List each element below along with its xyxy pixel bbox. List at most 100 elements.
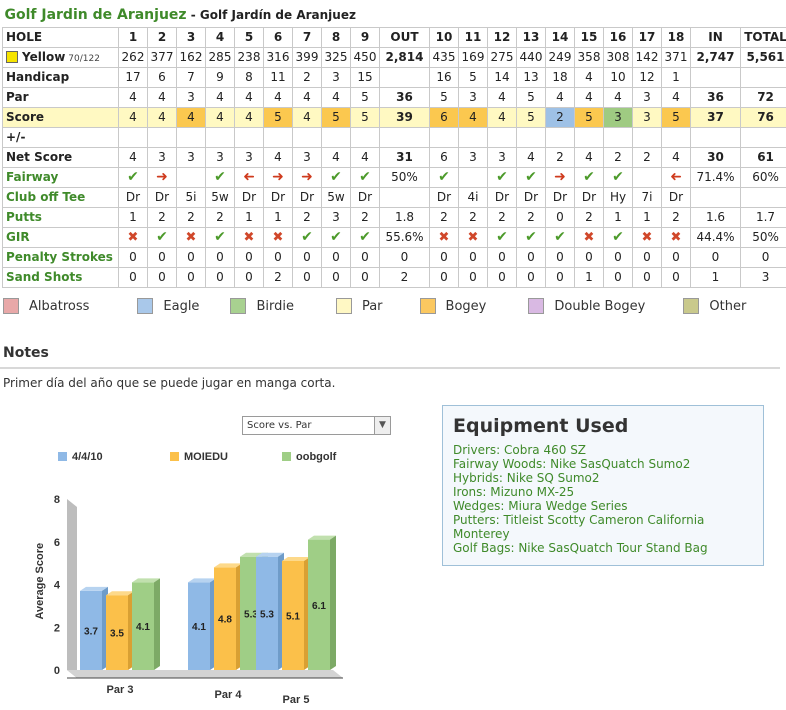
- cell: 0: [574, 246, 604, 268]
- cross-icon: ✖: [263, 226, 293, 248]
- cell: [574, 126, 604, 148]
- cell: [321, 126, 351, 148]
- miss-right-icon: ➜: [156, 169, 168, 185]
- check-icon: ✔: [205, 226, 235, 248]
- cell: 0: [429, 266, 459, 288]
- chevron-down-icon[interactable]: ▼: [374, 417, 390, 434]
- legend-label: Albatross: [29, 298, 90, 314]
- cell: 0: [545, 206, 575, 228]
- hole-number: 8: [321, 26, 351, 48]
- cell: [603, 126, 633, 148]
- cell: [118, 126, 148, 148]
- cell: 3: [205, 146, 235, 168]
- penalty-strokes-row: Penalty Strokes 0 0 0 0 0 0 0 0 0 0 0 0 0 0 0 0 0 0 0 0 0: [2, 246, 786, 268]
- arrow-right-icon: ➜: [263, 166, 293, 188]
- cell: 4: [292, 106, 322, 128]
- equipment-panel: Equipment Used Drivers: Cobra 460 SZ Fair…: [442, 405, 764, 566]
- cell: 238: [234, 46, 264, 68]
- cell: 5: [516, 86, 546, 108]
- cell: 275: [487, 46, 517, 68]
- arrow-left-icon: ➜: [661, 166, 691, 188]
- cross-mark-icon: ✖: [127, 229, 139, 245]
- cross-icon: ✖: [632, 226, 662, 248]
- chart-bar-top: [214, 563, 242, 568]
- cell: 12: [632, 66, 662, 88]
- miss-right-icon: ➜: [301, 169, 313, 185]
- check-mark-icon: ✔: [359, 169, 371, 185]
- hole-number: 2: [147, 26, 177, 48]
- chart-bar: [80, 590, 102, 670]
- cell: 4: [574, 66, 604, 88]
- hole-number: 9: [350, 26, 380, 48]
- cell: 5: [321, 106, 351, 128]
- cell: 308: [603, 46, 633, 68]
- check-icon: ✔: [487, 226, 517, 248]
- cell: 0: [147, 266, 177, 288]
- cell: [690, 126, 741, 148]
- chart-legend-label: oobgolf: [296, 451, 337, 463]
- cross-icon: ✖: [234, 226, 264, 248]
- cell: 3: [632, 86, 662, 108]
- score-label: Score: [2, 106, 119, 128]
- legend-item: Par: [335, 298, 383, 314]
- club-off-tee-label: Club off Tee: [2, 186, 119, 208]
- hole-number: TOTAL: [739, 26, 786, 48]
- cell: 0: [603, 246, 633, 268]
- cell: 0: [321, 246, 351, 268]
- cell: 1: [234, 206, 264, 228]
- cell: 285: [205, 46, 235, 68]
- cell: 0: [205, 246, 235, 268]
- check-icon: ✔: [118, 166, 148, 188]
- cell: 4: [234, 106, 264, 128]
- cell: 6: [429, 146, 459, 168]
- arrow-left-icon: ➜: [234, 166, 264, 188]
- y-tick-label: 0: [54, 665, 60, 677]
- net-score-label: Net Score: [2, 146, 119, 168]
- cross-mark-icon: ✖: [243, 229, 255, 245]
- check-mark-icon: ✔: [554, 229, 566, 245]
- cross-mark-icon: ✖: [583, 229, 595, 245]
- legend-item: Double Bogey: [528, 298, 645, 314]
- chart-side-wall: [67, 499, 77, 678]
- par-row: Par 4 4 3 4 4 4 4 4 5 36 5 3 4 5 4 4 4 3 4 36 72: [2, 86, 786, 108]
- miss-right-icon: ➜: [272, 169, 284, 185]
- scorecard-title-row: Golf Jardin de Aranjuez - Golf Jardín de…: [2, 4, 786, 28]
- hole-number: 17: [632, 26, 662, 48]
- hole-number: 7: [292, 26, 322, 48]
- cell: 71.4%: [690, 166, 741, 188]
- cross-mark-icon: ✖: [641, 229, 653, 245]
- chart-data-label: 4.8: [218, 615, 232, 626]
- chart-bar-top: [256, 552, 284, 557]
- cell: 8: [234, 66, 264, 88]
- check-icon: ✔: [516, 226, 546, 248]
- cell: 3: [176, 86, 206, 108]
- cell: [176, 126, 206, 148]
- cell: 1.7: [739, 206, 786, 228]
- cell: 358: [574, 46, 604, 68]
- course-link[interactable]: Golf Jardin de Aranjuez: [4, 7, 187, 24]
- cell: 0: [379, 246, 430, 268]
- cell: 2: [292, 206, 322, 228]
- cell: 18: [545, 66, 575, 88]
- cell: 0: [176, 266, 206, 288]
- cell: 39: [379, 106, 430, 128]
- cell: [292, 126, 322, 148]
- cell: 0: [516, 266, 546, 288]
- cell: 435: [429, 46, 459, 68]
- cell: 4: [350, 146, 380, 168]
- cell: 2: [574, 206, 604, 228]
- check-mark-icon: ✔: [612, 229, 624, 245]
- cell: 5: [458, 66, 488, 88]
- cell: [176, 166, 206, 188]
- cross-icon: ✖: [661, 226, 691, 248]
- equipment-item: Golf Bags: Nike SasQuatch Tour Stand Bag: [453, 541, 708, 555]
- cell: 4i: [458, 186, 488, 208]
- chart-type-select[interactable]: Score vs. Par ▼: [242, 416, 391, 435]
- score-legend: Albatross Eagle Birdie Par Bogey Double Bogey…: [3, 296, 746, 316]
- miss-right-icon: ➜: [554, 169, 566, 185]
- y-tick-label: 6: [54, 537, 60, 549]
- x-category-label: Par 4: [215, 689, 243, 701]
- x-category-label: Par 5: [283, 694, 310, 706]
- chart-bar: [308, 539, 330, 670]
- cell: [429, 126, 459, 148]
